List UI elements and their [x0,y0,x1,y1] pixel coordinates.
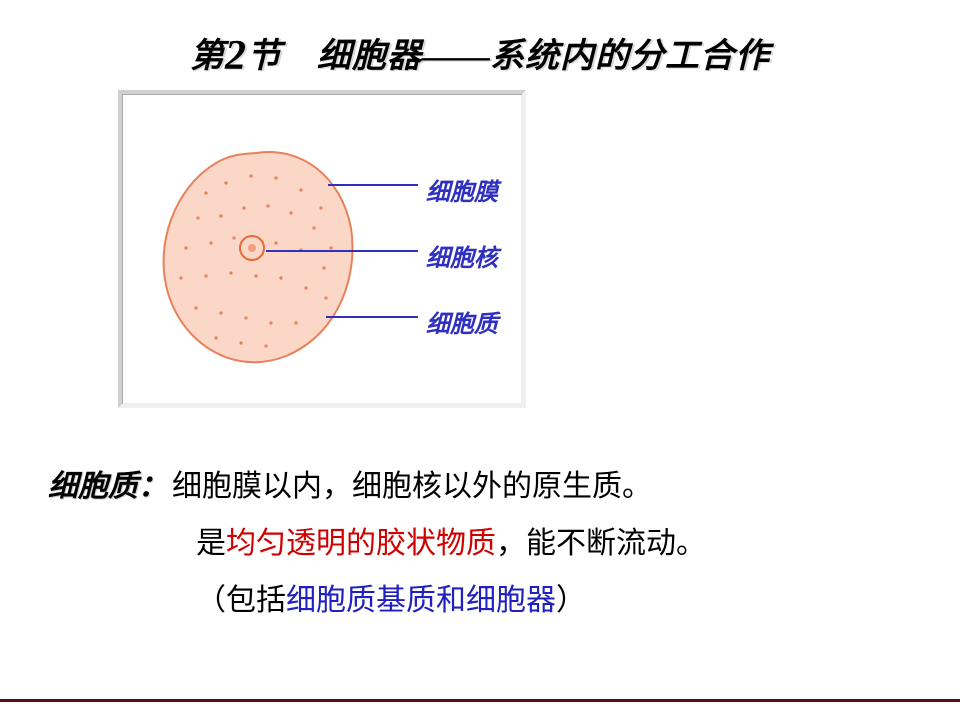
title-spacer [282,38,317,75]
dot [229,271,232,274]
definition-block: 细胞质：细胞膜以内，细胞核以外的原生质。 是均匀透明的胶状物质，能不断流动。 （… [48,458,928,629]
nucleus-inner [248,244,256,252]
dot [184,246,187,249]
dot [244,316,247,319]
diagram-frame: 细胞膜细胞核细胞质 [118,90,526,408]
dot [269,321,272,324]
label-membrane: 细胞膜 [426,172,498,207]
dot [232,236,235,239]
definition-line1-text: 细胞膜以内，细胞核以外的原生质。 [172,470,652,503]
dot [274,241,277,244]
dot [179,276,182,279]
leader-line-nucleus [266,250,418,252]
title-section: 节 [247,38,282,75]
def-line2-b: ，能不断流动。 [496,527,706,560]
dot [204,191,207,194]
leader-line-membrane [328,184,418,186]
title-topic-a: 细胞器 [317,38,422,75]
dot [312,226,315,229]
dot [274,176,277,179]
cell-membrane-shape [164,152,353,362]
dot [266,204,269,207]
footer-line [0,699,960,702]
dot [294,321,297,324]
title-prefix: 第 [190,38,225,75]
dot [204,274,207,277]
def-line3-blue: 细胞质基质和细胞器 [286,584,556,617]
diagram-inner: 细胞膜细胞核细胞质 [126,98,518,400]
def-line2-red: 均匀透明的胶状物质 [226,527,496,560]
def-line3-b: ） [556,584,586,617]
label-cytoplasm: 细胞质 [426,304,498,339]
dot [289,211,292,214]
label-nucleus: 细胞核 [426,238,498,273]
dot [242,206,245,209]
dot [322,266,325,269]
dot [196,216,199,219]
page-title: 第2节 细胞器——系统内的分工合作 [0,28,960,80]
dot [279,276,282,279]
definition-line1: 细胞质：细胞膜以内，细胞核以外的原生质。 [48,458,928,515]
dot [194,306,197,309]
dot [219,214,222,217]
dot [209,241,212,244]
def-line2-a: 是 [196,527,226,560]
dot [324,296,327,299]
dot [219,311,222,314]
dot [214,336,217,339]
definition-line3: （包括细胞质基质和细胞器） [196,572,928,629]
def-line3-a: （包括 [196,584,286,617]
dot [299,188,302,191]
dot [224,181,227,184]
definition-term: 细胞质： [48,470,168,503]
dot [254,274,257,277]
dot [239,341,242,344]
dot [319,206,322,209]
title-topic-b: 系统内的分工合作 [490,38,770,75]
leader-line-cytoplasm [326,316,418,318]
title-number: 2 [225,33,247,79]
title-dash: —— [422,38,490,75]
cell-body [164,152,353,362]
dot [249,174,252,177]
dot [304,286,307,289]
dot [264,344,267,347]
definition-line2: 是均匀透明的胶状物质，能不断流动。 [196,515,928,572]
